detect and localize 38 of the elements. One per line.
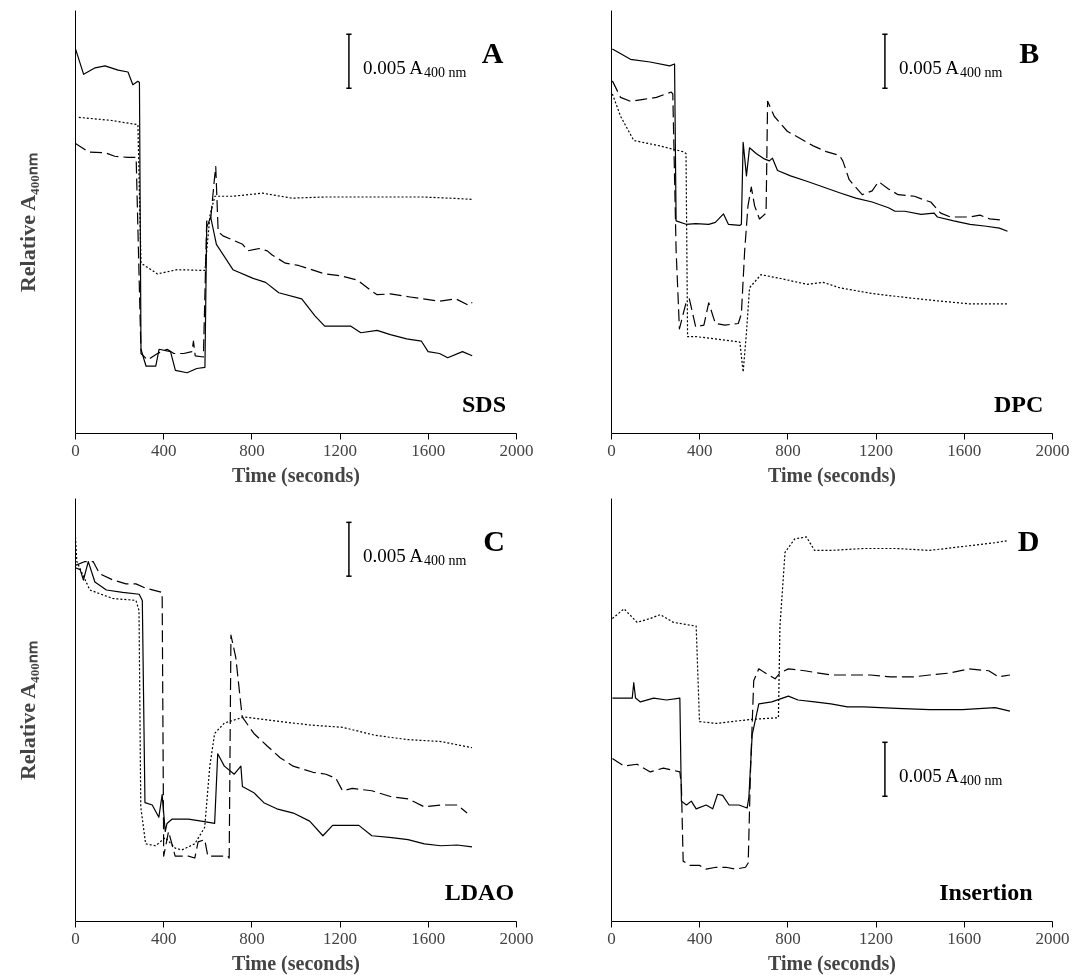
x-axis-title: Time (seconds): [232, 951, 360, 975]
x-tick-label: 800: [239, 440, 265, 460]
annotation: DPC: [993, 390, 1044, 417]
x-tick-label: 400: [150, 928, 177, 948]
x-tick-label: 0: [71, 928, 80, 948]
x-tick-label: 1600: [947, 928, 982, 948]
x-tick-label: 1600: [947, 440, 982, 460]
x-tick-label: 800: [239, 928, 265, 948]
annotation: A: [481, 36, 504, 70]
x-tick-label: 2000: [499, 928, 534, 948]
x-tick-label: 800: [775, 928, 801, 948]
x-tick-label: 1600: [411, 928, 446, 948]
annotation: C: [483, 524, 505, 558]
annotation: D: [1017, 524, 1040, 558]
annotation: Insertion: [939, 878, 1033, 905]
x-axis-title: Time (seconds): [768, 951, 896, 975]
y-axis-title: Relative A₄₀₀ₙₘ: [14, 641, 40, 781]
x-tick-label: 2000: [1035, 440, 1070, 460]
x-tick-label: 1200: [323, 928, 358, 948]
x-axis-title: Time (seconds): [232, 463, 360, 487]
x-tick-label: 2000: [1035, 928, 1070, 948]
x-tick-label: 400: [686, 928, 713, 948]
annotation: LDAO: [444, 878, 515, 905]
x-tick-label: 400: [150, 440, 177, 460]
x-tick-label: 400: [686, 440, 713, 460]
annotation: B: [1019, 36, 1040, 70]
x-tick-label: 800: [775, 440, 801, 460]
x-axis-title: Time (seconds): [768, 463, 896, 487]
x-tick-label: 0: [607, 928, 616, 948]
annotation: SDS: [461, 390, 507, 417]
x-tick-label: 0: [71, 440, 80, 460]
x-tick-label: 1600: [411, 440, 446, 460]
x-tick-label: 2000: [499, 440, 534, 460]
x-tick-label: 0: [607, 440, 616, 460]
y-axis-title: Relative A₄₀₀ₙₘ: [14, 153, 40, 293]
x-tick-label: 1200: [323, 440, 358, 460]
x-tick-label: 1200: [859, 440, 894, 460]
x-tick-label: 1200: [859, 928, 894, 948]
